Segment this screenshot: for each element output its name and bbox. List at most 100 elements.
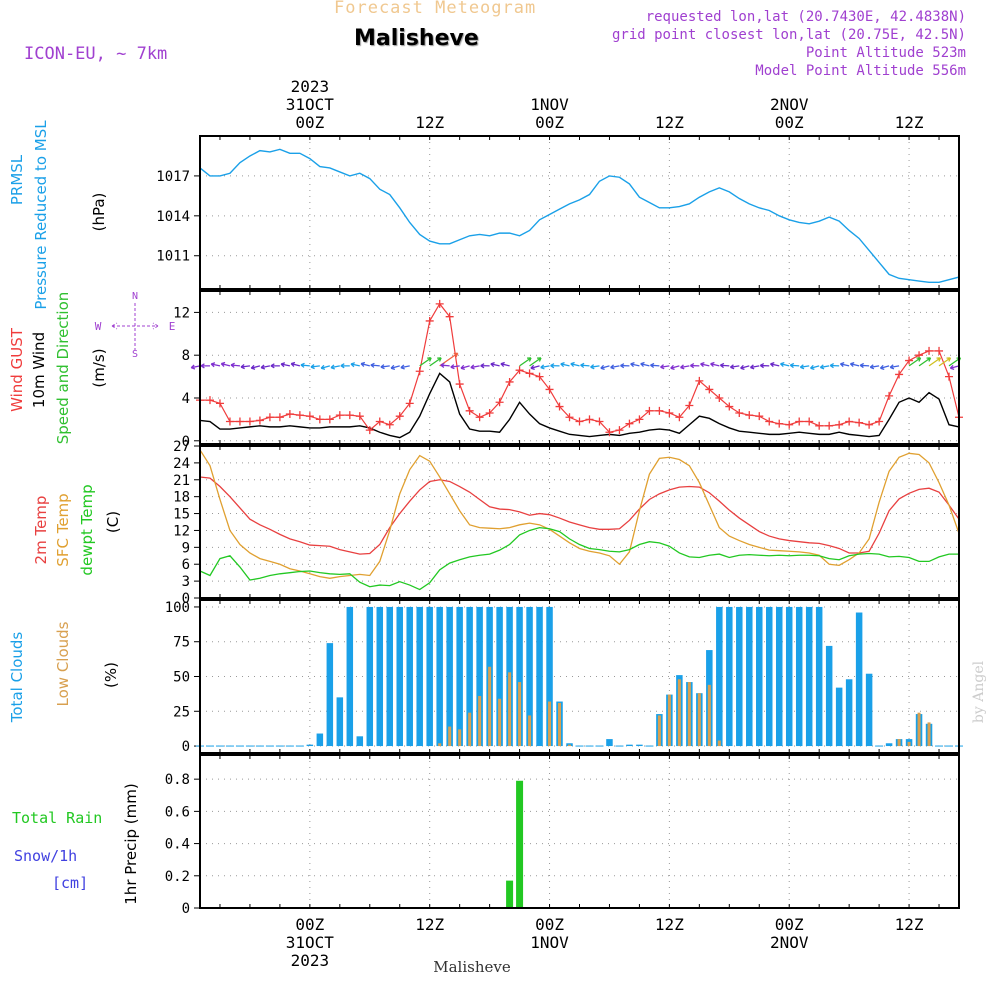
low-clouds-bars [438, 666, 931, 747]
wind-direction-arrow [210, 362, 221, 368]
wind-gust-marker [295, 411, 304, 420]
y-tick-label: 12 [173, 305, 190, 321]
wind-direction-arrow [620, 363, 630, 369]
wind-direction-arrow [849, 361, 860, 368]
precip-unit: 1hr Precip (mm) [122, 783, 140, 904]
wind-direction-arrow [460, 364, 470, 370]
wind-direction-arrow [819, 364, 830, 370]
y-tick-label: 75 [173, 635, 190, 651]
low-clouds-bar [917, 712, 921, 747]
total-rain-label: Total Rain [12, 809, 102, 827]
y-tick-label: 18 [173, 490, 190, 506]
total-clouds-bar [785, 606, 793, 747]
wind-direction-arrow [240, 364, 251, 370]
wind-direction-arrow [869, 364, 880, 370]
compass-cross [111, 303, 159, 350]
wind-direction-arrow [610, 364, 620, 370]
wind-gust-marker [485, 408, 494, 417]
wind-gust-marker [875, 417, 884, 426]
wind-direction-arrow [918, 357, 932, 367]
wind-gust-marker [505, 377, 514, 386]
y-tick-label: 50 [173, 670, 190, 686]
total-clouds-bar [845, 679, 853, 747]
wind-gust-marker [675, 413, 684, 422]
low-clouds-bar [897, 739, 901, 747]
wind-direction-arrow [660, 364, 670, 370]
panel-frame [199, 599, 960, 754]
wind-direction-arrow [540, 364, 550, 370]
wind-direction-arrow [680, 364, 690, 370]
credit-watermark: by Angel [971, 660, 987, 723]
wind-gust-marker [455, 380, 464, 389]
wind-gust-marker [685, 401, 694, 410]
wind-gust-marker [475, 413, 484, 422]
panel-frame [199, 290, 960, 445]
wind-direction-arrow [810, 364, 820, 370]
wind-gust-marker [545, 385, 554, 394]
wind-direction-arrow [749, 364, 760, 370]
rain-bars [506, 780, 524, 908]
wind-direction-arrow [770, 362, 780, 368]
wind-gust-marker [335, 411, 344, 420]
wind-gust-marker [225, 417, 234, 426]
wind-direction-arrow [670, 364, 680, 370]
wind-direction-arrow [729, 364, 740, 370]
wind-gust-marker [605, 428, 614, 437]
wind-direction-arrow [230, 362, 241, 368]
wind-gust-marker [525, 369, 534, 378]
y-tick-label: 4 [182, 391, 190, 407]
total-clouds-bar [885, 743, 893, 747]
low-clouds-bar [677, 679, 681, 747]
total-clouds-bar [636, 744, 643, 747]
temp-2m-label: 2m Temp [32, 496, 50, 565]
y-tick-label: 0 [182, 434, 190, 450]
wind-gust-marker [755, 412, 764, 421]
y-tick-label: 1011 [156, 249, 190, 265]
wind-direction-arrow [740, 364, 750, 370]
low-clouds-bar [488, 666, 492, 747]
wind-gust-marker [935, 346, 944, 355]
compass-n: N [132, 291, 138, 302]
location-title: Malisheve [354, 26, 479, 51]
panel-4: 0 0.2 0.4 0.6 0.8 [165, 755, 959, 917]
wind-gust-marker [815, 421, 824, 430]
wind-direction-arrow [519, 357, 532, 367]
bottom-time-label: 31OCT [286, 933, 335, 952]
wind-direction-arrow [340, 363, 350, 369]
wind-gust-marker [805, 417, 814, 426]
wind-direction-arrow [759, 363, 770, 369]
top-time-label: 00Z [775, 113, 804, 132]
wind-direction-arrow [530, 364, 540, 370]
wind-direction-arrow [889, 364, 900, 370]
bottom-time-label: 1NOV [530, 933, 569, 952]
wind-gust-marker [405, 399, 414, 408]
total-clouds-bar [855, 612, 863, 747]
wind-gust-marker [255, 416, 264, 425]
snow-unit-label: [cm] [52, 874, 88, 892]
wind-direction-arrow [250, 364, 261, 370]
wind-direction-arrow [650, 362, 660, 369]
total-clouds-bar [736, 606, 743, 747]
wind-direction-arrow [290, 361, 301, 367]
low-clouds-bar [528, 715, 532, 747]
wind-gust-marker [905, 356, 914, 365]
wind-gust-marker [235, 417, 244, 426]
low-clouds-bar [687, 682, 691, 747]
wind-direction-arrows [190, 352, 962, 370]
wind-direction-arrow [710, 361, 720, 368]
wind-direction-arrow [260, 364, 271, 370]
total-clouds-bar [606, 739, 613, 747]
pressure-label-long: Pressure Reduced to MSL [32, 120, 50, 310]
low-clouds-bar [667, 694, 671, 747]
pressure-line [199, 148, 960, 284]
wind10-line [199, 372, 960, 439]
wind-direction-arrow [560, 362, 570, 368]
y-tick-label: 0 [182, 901, 190, 917]
low-clouds-label: Low Clouds [54, 621, 72, 706]
wind-direction-arrow [470, 364, 480, 370]
y-tick-label: 1014 [156, 209, 190, 225]
total-clouds-bar [536, 606, 543, 747]
wind-gust-marker [785, 420, 794, 429]
footer-location: Malisheve [433, 958, 511, 976]
